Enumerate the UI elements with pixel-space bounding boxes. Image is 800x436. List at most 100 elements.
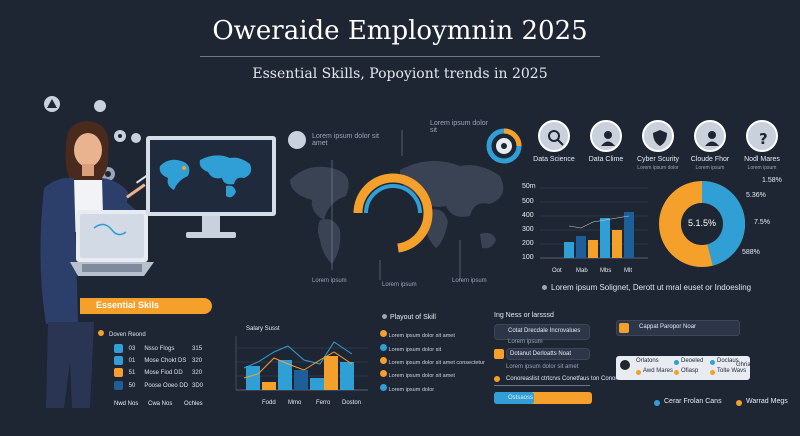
legend-label: Cerar Frolan Cans: [664, 398, 722, 405]
playout-title: Playout of Skill: [382, 314, 436, 321]
donut-center-label: 5.1.5%: [687, 218, 717, 228]
person-icon: [131, 133, 141, 143]
skill-row: 51 Mose Fiod DD 320: [114, 368, 202, 377]
options-card: Orlatons Deoeled Doclaus Awd Mares Ofias…: [616, 356, 750, 380]
skills-header: Doven Reond: [98, 330, 146, 338]
essential-skills-banner: [80, 298, 212, 314]
progress-ring: [353, 173, 433, 253]
donut-label-4: 588%: [742, 249, 760, 256]
bar: [294, 370, 308, 390]
option-label[interactable]: Doclaus: [717, 358, 739, 364]
donut-segment: [706, 223, 745, 266]
list-item: Lorem ipsum dolor sit amet: [380, 330, 455, 339]
skill-color-swatch: [114, 381, 123, 390]
list-bullet-icon: [380, 344, 387, 351]
skills-footer-2: Cwa Nos: [148, 401, 173, 407]
title-divider: [200, 56, 600, 57]
role-label-4: Cloude Fhor: [690, 156, 730, 163]
bar: [262, 382, 276, 390]
option-label[interactable]: Ghrialt: [736, 362, 754, 368]
right-panel-row[interactable]: [494, 324, 590, 340]
shield-icon[interactable]: [642, 120, 674, 152]
skill-color-swatch: [114, 356, 123, 365]
role-label-2: Data Clime: [588, 156, 624, 163]
map-annotations: [331, 130, 461, 280]
question-icon[interactable]: ?: [746, 120, 778, 152]
monitor-world-map: [146, 136, 276, 238]
flag-icon: [619, 323, 629, 333]
bullet-icon: [98, 330, 104, 336]
role-label-1: Data Science: [533, 156, 575, 163]
woman-illustration: [40, 96, 154, 408]
bullet-icon: [494, 376, 500, 382]
right-panel-row-text: Conoreaslist ctrtcrvs Conetfaus ton Cono…: [506, 376, 618, 382]
skill-row: 01 Mose Chokt DS 320: [114, 356, 202, 365]
option-dot: [674, 360, 679, 365]
y-tick: 400: [522, 212, 534, 219]
magnifier-icon[interactable]: [538, 120, 570, 152]
salary-chart-title: Salary Susst: [246, 326, 280, 332]
check-icon[interactable]: [494, 349, 504, 359]
cta-button[interactable]: Cappat Paropor Noar: [616, 320, 740, 336]
legend-dot: [654, 400, 660, 406]
bar: [310, 378, 324, 390]
right-panel-title: Ing Ness or larsssd: [494, 312, 554, 319]
right-panel-row[interactable]: [506, 348, 590, 360]
playout-title-text: Playout of Skill: [390, 314, 436, 321]
map-label-top-center: Lorem ipsum dolor sit: [430, 120, 488, 134]
clock-icon: [288, 131, 306, 149]
salary-chart: [235, 336, 368, 391]
svg-text:?: ?: [759, 130, 768, 148]
list-bullet-icon: [380, 357, 387, 364]
progress-bar-fill: [494, 392, 534, 404]
x-tick: Mab: [576, 268, 588, 274]
option-label[interactable]: Awd Mares: [643, 368, 673, 374]
trend-line: [243, 351, 353, 379]
option-label[interactable]: Ofiasp: [681, 368, 699, 374]
cta-label: Cappat Paropor Noar: [639, 324, 697, 330]
bullet-icon: [542, 285, 547, 290]
list-bullet-icon: [380, 330, 387, 337]
options-title: Orlatons: [636, 358, 659, 364]
x-tick: Mmo: [288, 400, 302, 406]
right-panel-row-text: Dotanut Derloatts Noat: [510, 351, 572, 357]
list-bullet-icon: [380, 384, 387, 391]
skills-header-text: Doven Reond: [109, 332, 146, 338]
right-panel-subtext: Lorem ipsum dolor sit amet: [506, 364, 579, 370]
person-icon[interactable]: [590, 120, 622, 152]
option-dot: [674, 370, 679, 375]
y-tick: 100: [522, 254, 534, 261]
donut-label-3: 7.5%: [754, 219, 770, 226]
essential-skills-title: Essential Skils: [96, 300, 160, 310]
small-ring-chart: [486, 128, 522, 164]
role-sub-4: Lorem ipsum: [695, 165, 725, 171]
option-label[interactable]: Tolte Wavs: [717, 368, 747, 374]
person-icon[interactable]: [694, 120, 726, 152]
bar: [612, 230, 622, 258]
x-tick: Doston: [342, 400, 362, 406]
list-bullet-icon: [380, 370, 387, 377]
target-icon: [114, 130, 126, 142]
bar: [324, 356, 338, 390]
list-item: Lorem ipsum dolor sit: [380, 344, 441, 353]
right-panel-row-text: Cotat Drecdale Incrovalues: [508, 328, 581, 334]
map-label-top-left: Lorem ipsum dolor sit amet: [312, 133, 379, 147]
x-tick: Ferro: [316, 400, 331, 406]
skill-row: 03 Nsso Flogs 315: [114, 344, 202, 353]
trend-line: [568, 215, 630, 229]
option-label[interactable]: Deoeled: [681, 358, 704, 364]
growth-bars: [540, 187, 648, 259]
page-title: Oweraide Employmnin 2025: [212, 16, 588, 46]
x-tick: Oot: [552, 268, 562, 274]
skills-footer-1: Nwd Nos: [114, 401, 139, 407]
option-dot: [636, 370, 641, 375]
skill-color-swatch: [114, 344, 123, 353]
world-map-background: [290, 160, 504, 264]
role-sub-5: Lorem ipsum: [747, 165, 777, 171]
bar: [576, 236, 586, 258]
page-subtitle: Essential Skills, Popoyiont trends in 20…: [252, 66, 548, 82]
option-dot: [710, 360, 715, 365]
skill-row: 50 Poose Ooeo DD 3D0: [114, 381, 203, 390]
donut-label-2: 5.36%: [746, 192, 766, 199]
x-tick: Mbs: [600, 268, 612, 274]
